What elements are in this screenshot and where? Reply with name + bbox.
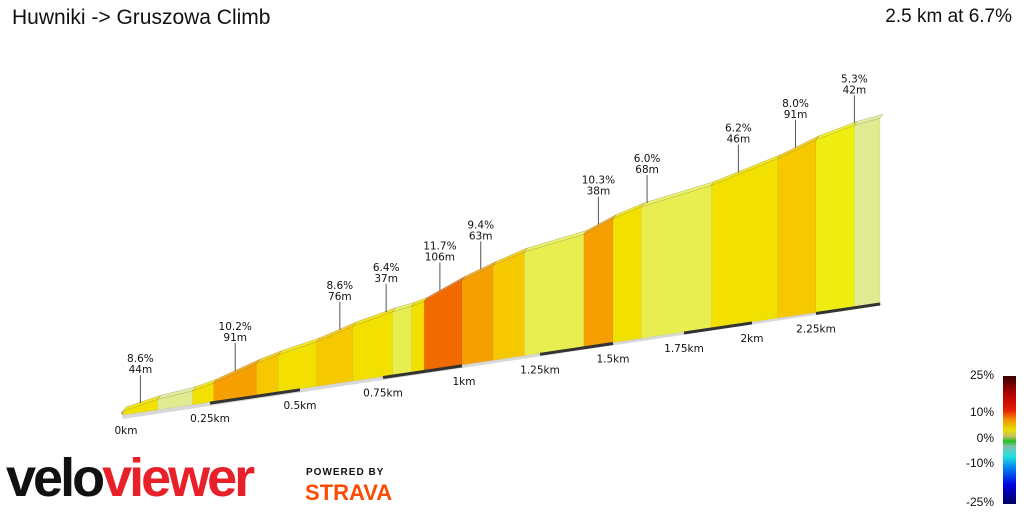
x-tick-label: 1.75km — [664, 343, 704, 355]
segment-top-face-20 — [853, 113, 884, 126]
distance-band-0.25 — [209, 388, 301, 405]
legend-label-0: 0% — [976, 431, 994, 445]
annotation-length: 44m — [129, 364, 153, 376]
distance-band-2.25 — [815, 302, 881, 315]
gradient-color-legend — [1003, 376, 1016, 504]
climb-summary: 2.5 km at 6.7% — [885, 6, 1012, 27]
gradient-segment-18 — [777, 139, 817, 319]
gradient-segment-9 — [411, 300, 425, 373]
annotation-gradient: 10.3% — [582, 175, 615, 187]
x-tick-label: 0km — [115, 425, 138, 437]
x-tick-label: 2km — [741, 333, 764, 345]
annotation-gradient: 8.6% — [326, 280, 353, 292]
annotation-length: 91m — [784, 109, 808, 121]
annotation-gradient: 6.4% — [373, 262, 400, 274]
annotation-gradient: 8.6% — [127, 353, 154, 365]
distance-band-0.75 — [382, 364, 463, 380]
gradient-segment-8 — [392, 305, 412, 376]
annotation-gradient: 5.3% — [841, 73, 868, 85]
gradient-segment-6 — [316, 325, 354, 387]
gradient-segment-19 — [815, 124, 855, 313]
annotation-length: 76m — [328, 291, 352, 303]
annotation-gradient: 8.0% — [782, 98, 809, 110]
annotation-gradient: 11.7% — [423, 241, 456, 253]
gradient-segment-20 — [854, 117, 881, 308]
annotation-length: 68m — [635, 164, 659, 176]
annotation-length: 63m — [469, 230, 493, 242]
gradient-segment-12 — [492, 251, 525, 361]
legend-label-10: 10% — [969, 405, 994, 419]
annotation-gradient: 10.2% — [219, 321, 252, 333]
annotation-gradient: 6.0% — [634, 153, 661, 165]
profile-start-edge — [121, 410, 123, 415]
annotation-gradient: 6.2% — [725, 123, 752, 135]
legend-label-25: 25% — [969, 368, 994, 382]
powered-by-label: POWERED BY — [306, 467, 385, 478]
legend-label-minus25: -25% — [965, 495, 994, 509]
x-tick-label: 2.25km — [796, 323, 836, 335]
x-tick-label: 0.75km — [363, 388, 403, 400]
gradient-segment-11 — [461, 264, 494, 366]
gradient-segment-17 — [710, 158, 778, 329]
x-tick-label: 0.5km — [283, 400, 316, 412]
legend-label-minus10: -10% — [965, 456, 994, 470]
annotation-length: 46m — [727, 134, 751, 146]
annotation-gradient: 9.4% — [467, 219, 494, 231]
veloviewer-logo[interactable]: veloviewer — [6, 448, 255, 508]
annotation-length: 91m — [223, 332, 247, 344]
gradient-segment-14 — [583, 218, 614, 348]
annotation-length: 37m — [374, 273, 398, 285]
annotation-length: 106m — [425, 252, 455, 264]
x-tick-label: 1.5km — [596, 354, 629, 366]
gradient-segment-5 — [278, 341, 317, 393]
gradient-segment-10 — [423, 279, 463, 371]
gradient-segment-16 — [641, 185, 712, 339]
annotation-length: 42m — [843, 84, 867, 96]
distance-band-1.25 — [539, 342, 614, 356]
distance-band-1.75 — [683, 321, 753, 335]
strava-logo[interactable]: STRAVA — [305, 480, 393, 505]
x-tick-label: 1.25km — [520, 364, 560, 376]
x-tick-label: 1km — [453, 376, 476, 388]
x-tick-label: 0.25km — [190, 413, 230, 425]
annotation-length: 38m — [587, 186, 611, 198]
gradient-segment-15 — [612, 206, 642, 343]
gradient-segment-13 — [524, 233, 585, 356]
page-title: Huwniki -> Gruszowa Climb — [12, 6, 271, 29]
